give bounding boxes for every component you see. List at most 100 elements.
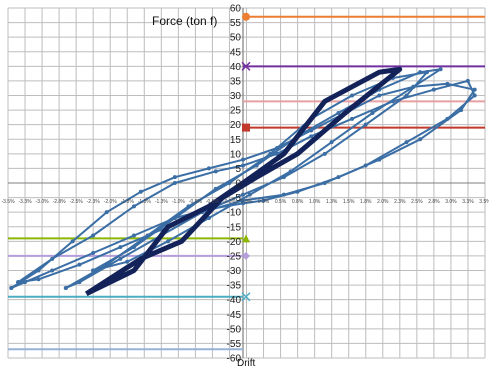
data-point — [322, 181, 327, 185]
x-tick-label: -2.3% — [87, 199, 101, 205]
y-tick-label: 15 — [230, 135, 242, 146]
data-point — [131, 233, 136, 238]
data-point — [77, 280, 82, 285]
data-point — [91, 268, 96, 273]
y-tick-label: 45 — [230, 47, 242, 58]
y-tick-label: -5 — [232, 193, 241, 204]
y-tick-label: 55 — [230, 18, 242, 29]
data-point — [329, 140, 334, 145]
data-point — [36, 277, 41, 282]
y-tick-label: 30 — [230, 91, 242, 102]
y-tick-label: -25 — [227, 251, 242, 262]
y-tick-label: -10 — [227, 208, 242, 219]
data-point — [70, 239, 75, 244]
data-point — [431, 87, 436, 92]
data-point — [370, 111, 375, 115]
data-point — [363, 122, 368, 127]
x-tick-label: -3.3% — [19, 199, 33, 205]
data-point — [9, 286, 14, 290]
data-point — [138, 189, 143, 194]
x-tick-label: 2.0% — [377, 199, 389, 205]
data-point — [465, 78, 470, 83]
chart-title: Force (ton f) — [152, 14, 217, 28]
y-tick-label: 25 — [230, 106, 242, 117]
data-point — [472, 87, 477, 92]
data-point — [125, 259, 130, 264]
data-point — [172, 216, 177, 220]
y-tick-label: -35 — [227, 281, 242, 292]
x-tick-label: 0.3% — [258, 199, 270, 205]
x-tick-label: 2.5% — [411, 199, 423, 205]
data-point — [77, 262, 82, 267]
y-tick-label: -15 — [227, 222, 242, 233]
x-tick-label: -3.0% — [36, 199, 50, 205]
data-point — [350, 116, 355, 121]
y-tick-label: 40 — [230, 62, 242, 73]
data-point — [336, 111, 341, 115]
y-tick-label: 50 — [230, 33, 242, 44]
data-point — [118, 245, 123, 250]
data-point — [281, 192, 286, 197]
data-point — [172, 181, 177, 185]
data-point — [131, 204, 136, 209]
x-tick-label: 3.0% — [445, 199, 457, 205]
x-tick-label: -2.0% — [104, 199, 118, 205]
data-point — [275, 151, 280, 156]
data-point — [404, 93, 409, 98]
series-group — [9, 66, 477, 297]
x-tick-label: 3.3% — [462, 199, 474, 205]
x-tick-label: -1.8% — [121, 199, 135, 205]
y-tick-label: -55 — [227, 339, 242, 350]
y-tick-label: 5 — [235, 164, 241, 175]
data-point — [472, 93, 477, 98]
data-point — [445, 81, 450, 86]
data-point — [445, 116, 450, 121]
x-tick-label: 1.5% — [343, 199, 355, 205]
threshold-marker — [241, 61, 251, 71]
x-tick-label: 1.3% — [326, 199, 338, 205]
series-line — [84, 66, 403, 297]
y-tick-label: -45 — [227, 310, 242, 321]
data-point — [50, 268, 55, 273]
y-tick-label: 10 — [230, 149, 242, 160]
x-tick-label: 2.3% — [394, 199, 406, 205]
x-axis-label: Drift — [237, 358, 256, 367]
threshold-marker — [241, 292, 251, 302]
data-point — [172, 175, 177, 180]
x-tick-labels: -3.5% -3.3% -3.0% -2.8% -2.5% -2.3% -2.0% -1.8%… — [1, 199, 489, 205]
threshold-marker — [242, 123, 250, 132]
data-point — [404, 140, 409, 145]
data-point — [104, 210, 109, 215]
data-point — [322, 151, 327, 156]
x-tick-label: 0.0% — [241, 199, 253, 205]
data-point — [418, 137, 423, 142]
y-tick-label: 35 — [230, 76, 242, 87]
data-point — [91, 233, 96, 238]
data-point — [118, 256, 123, 261]
x-tick-label: 3.5% — [479, 199, 489, 205]
y-tick-label: 20 — [230, 120, 242, 131]
data-point — [288, 169, 293, 174]
x-tick-label: -1.0% — [172, 199, 186, 205]
data-point — [16, 280, 21, 285]
y-tick-label: -40 — [227, 295, 242, 306]
data-point — [63, 286, 68, 290]
x-tick-label: -3.5% — [1, 199, 15, 205]
data-point — [131, 245, 136, 250]
x-tick-label: -1.3% — [155, 199, 169, 205]
y-tick-labels: 605550454035302520151050-5-10-15-20-25-3… — [227, 4, 242, 365]
data-point — [50, 256, 55, 261]
data-point — [241, 163, 245, 168]
data-point — [241, 201, 245, 206]
y-tick-label: 60 — [230, 4, 242, 15]
data-point — [261, 198, 266, 203]
data-point — [363, 163, 368, 168]
threshold-lines — [8, 12, 485, 351]
threshold-marker — [242, 234, 250, 243]
data-point — [254, 163, 259, 168]
data-point — [206, 166, 211, 171]
x-tick-label: -0.3% — [223, 199, 237, 205]
x-tick-label: -0.5% — [206, 199, 220, 205]
threshold-marker — [242, 12, 250, 21]
